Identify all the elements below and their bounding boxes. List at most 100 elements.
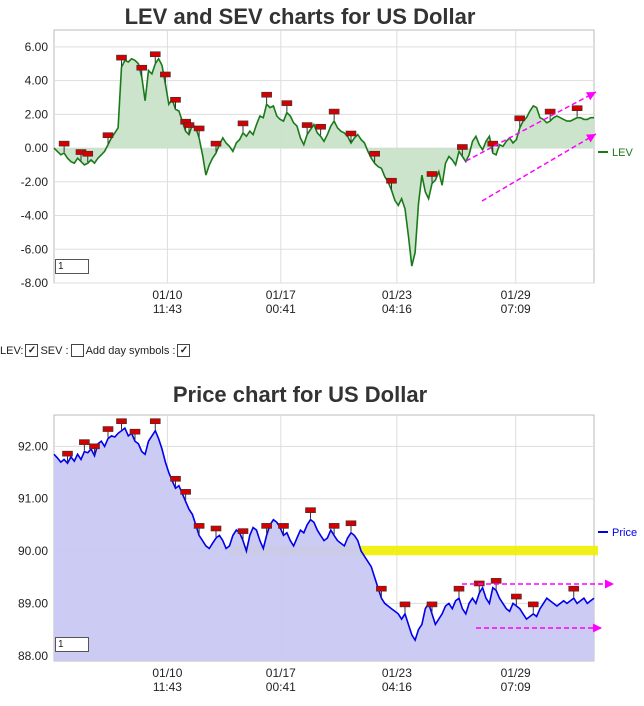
lev-x-tick-time: 00:41 bbox=[266, 302, 296, 316]
lev-day-marker bbox=[82, 150, 94, 157]
lev-day-marker bbox=[544, 108, 556, 115]
lev-x-tick-time: 07:09 bbox=[501, 302, 531, 316]
price-x-tick-time: 07:09 bbox=[501, 680, 531, 694]
price-x-tick-date: 01/23 bbox=[382, 666, 412, 680]
price-day-marker bbox=[278, 523, 289, 529]
lev-day-marker bbox=[369, 150, 380, 157]
day-symbols-checkbox-label: Add day symbols : bbox=[85, 344, 176, 357]
price-day-marker bbox=[261, 523, 272, 529]
sev-checkbox[interactable] bbox=[70, 344, 84, 357]
price-day-marker bbox=[399, 601, 411, 608]
price-day-marker bbox=[116, 418, 127, 425]
price-day-marker bbox=[237, 528, 249, 534]
price-day-marker bbox=[453, 585, 465, 592]
price-day-marker bbox=[180, 489, 191, 495]
lev-x-tick-date: 01/10 bbox=[152, 288, 182, 302]
chart-controls: LEV: SEV : Add day symbols : bbox=[0, 344, 192, 357]
price-day-marker bbox=[511, 593, 522, 600]
lev-day-marker bbox=[193, 125, 205, 132]
lev-day-marker bbox=[237, 120, 249, 127]
price-x-tick-time: 04:16 bbox=[382, 680, 412, 694]
price-day-marker bbox=[102, 426, 114, 432]
lev-day-marker bbox=[457, 144, 468, 150]
price-day-marker bbox=[568, 585, 580, 592]
price-day-marker bbox=[345, 520, 357, 527]
lev-series-line bbox=[53, 57, 594, 267]
lev-trend-arrow bbox=[465, 91, 597, 162]
lev-legend-label: LEV bbox=[612, 147, 633, 159]
lev-chart-title: LEV and SEV charts for US Dollar bbox=[124, 4, 476, 29]
lev-day-marker bbox=[345, 130, 357, 137]
price-y-tick-label: 90.00 bbox=[18, 544, 48, 558]
price-day-marker bbox=[149, 418, 161, 425]
lev-chart: 6.00 4.00 2.00 0.00 -2.00 -4.00 -6.00 -8.00 01/1… bbox=[21, 29, 633, 316]
price-day-marker bbox=[193, 523, 205, 529]
price-day-marker bbox=[426, 601, 438, 608]
lev-checkbox-label: LEV: bbox=[0, 344, 24, 357]
lev-x-tick-date: 01/29 bbox=[501, 288, 531, 302]
day-symbols-checkbox[interactable] bbox=[177, 344, 191, 357]
price-support-band bbox=[229, 545, 598, 556]
lev-x-tick-date: 01/17 bbox=[266, 288, 296, 302]
lev-day-marker bbox=[58, 140, 70, 147]
lev-day-marker bbox=[149, 51, 161, 58]
lev-y-tick-label: 0.00 bbox=[25, 141, 49, 155]
lev-y-tick-label: 6.00 bbox=[25, 40, 49, 54]
lev-y-tick-label: 2.00 bbox=[25, 107, 49, 121]
price-day-marker bbox=[62, 450, 73, 457]
lev-x-tick-time: 04:16 bbox=[382, 302, 412, 316]
lev-day-marker bbox=[571, 105, 583, 112]
price-day-marker bbox=[170, 475, 181, 482]
lev-y-tick-label: -4.00 bbox=[21, 209, 49, 223]
lev-day-marker bbox=[514, 115, 526, 122]
lev-checkbox[interactable] bbox=[25, 344, 39, 357]
lev-day-marker bbox=[136, 64, 148, 71]
price-legend-label: Price bbox=[612, 527, 637, 539]
lev-day-marker bbox=[426, 171, 438, 177]
lev-day-marker bbox=[386, 177, 397, 184]
price-x-tick-date: 01/10 bbox=[152, 666, 182, 680]
price-day-marker bbox=[490, 578, 502, 584]
lev-day-marker bbox=[116, 54, 127, 61]
price-y-tick-label: 91.00 bbox=[18, 492, 48, 506]
price-day-marker bbox=[210, 525, 222, 532]
sev-checkbox-label: SEV : bbox=[40, 344, 69, 357]
price-day-marker bbox=[129, 428, 141, 435]
price-series-line bbox=[53, 426, 595, 642]
lev-day-marker bbox=[210, 140, 222, 147]
lev-x-tick-date: 01/23 bbox=[382, 288, 412, 302]
price-x-tick-time: 11:43 bbox=[153, 680, 182, 694]
lev-day-marker bbox=[328, 108, 340, 115]
price-day-marker bbox=[89, 443, 100, 450]
lev-y-tick-label: -6.00 bbox=[21, 242, 49, 256]
price-day-marker bbox=[328, 523, 340, 529]
lev-day-marker bbox=[160, 71, 171, 78]
price-day-marker bbox=[305, 507, 316, 513]
lev-trend-arrow bbox=[481, 133, 597, 202]
lev-y-tick-label: 4.00 bbox=[25, 74, 49, 88]
lev-day-marker bbox=[281, 100, 293, 106]
lev-day-marker bbox=[170, 96, 181, 103]
lev-day-marker bbox=[301, 122, 313, 128]
price-y-tick-label: 89.00 bbox=[18, 596, 48, 610]
price-day-marker bbox=[79, 439, 90, 445]
price-area-fill bbox=[54, 428, 594, 661]
lev-day-marker bbox=[315, 123, 326, 130]
price-day-marker bbox=[527, 601, 539, 608]
lev-y-tick-label: -2.00 bbox=[21, 175, 49, 189]
price-x-tick-time: 00:41 bbox=[266, 680, 296, 694]
price-x-tick-date: 01/29 bbox=[501, 666, 531, 680]
price-y-tick-label: 92.00 bbox=[18, 439, 48, 453]
price-day-marker bbox=[376, 585, 387, 592]
lev-y-tick-label: -8.00 bbox=[21, 276, 49, 290]
lev-day-marker bbox=[261, 91, 272, 98]
price-y-tick-label: 88.00 bbox=[18, 649, 48, 663]
price-x-tick-date: 01/17 bbox=[266, 666, 296, 680]
lev-x-tick-time: 11:43 bbox=[153, 302, 182, 316]
price-page-input[interactable]: 1 bbox=[55, 637, 89, 652]
lev-page-input[interactable]: 1 bbox=[55, 259, 89, 274]
lev-day-marker bbox=[102, 132, 114, 138]
lev-day-marker bbox=[183, 122, 195, 128]
lev-plot-area bbox=[53, 29, 595, 284]
